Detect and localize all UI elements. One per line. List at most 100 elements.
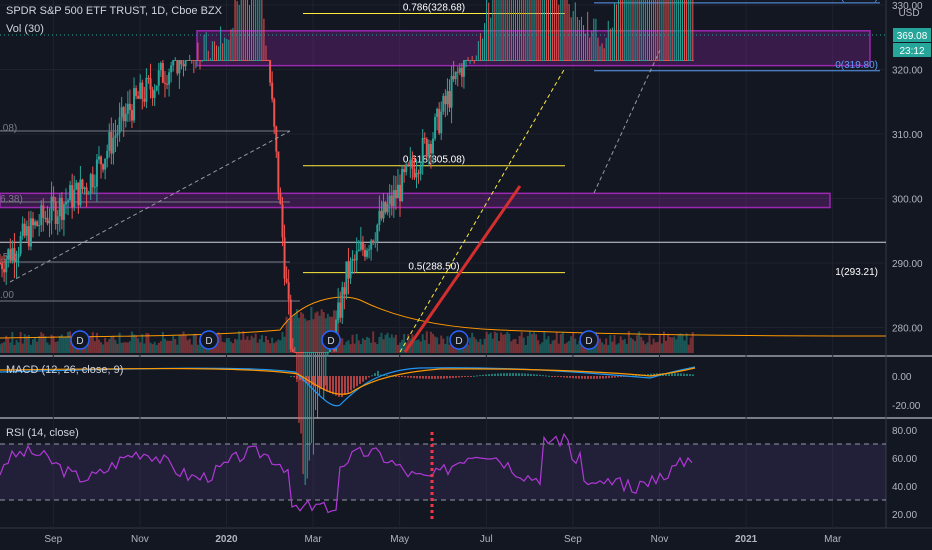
dividend-marker-circle[interactable]	[449, 330, 469, 350]
candle-body	[578, 60, 581, 61]
candle-body	[199, 60, 202, 61]
candle-body	[126, 103, 129, 114]
candle-body	[520, 60, 523, 61]
macd-histogram-bar	[686, 373, 688, 376]
candle-body	[339, 302, 342, 318]
macd-histogram-bar	[674, 373, 676, 376]
candle-body	[469, 60, 472, 61]
volume-bar	[128, 341, 131, 353]
trendline-red[interactable]	[403, 185, 522, 353]
candle-body	[297, 352, 300, 353]
rsi-band-background	[0, 444, 886, 500]
volume-bar	[351, 334, 354, 353]
macd-histogram-bar	[650, 373, 652, 376]
candle-body	[522, 60, 525, 61]
dividend-marker-circle[interactable]	[199, 330, 219, 350]
price-zone-rect[interactable]	[196, 30, 871, 67]
volume-bar	[615, 344, 618, 353]
macd-title[interactable]: MACD (12, 26, close, 9)	[6, 364, 123, 376]
fib-level-label: 0.5(288.50)	[408, 262, 459, 273]
volume-bar	[27, 334, 30, 353]
price-zone-rect[interactable]	[0, 192, 831, 209]
candle-body	[190, 60, 193, 61]
candle-body	[279, 192, 282, 205]
volume-bar	[535, 334, 538, 353]
volume-bar	[634, 341, 637, 353]
volume-bar	[572, 332, 575, 353]
macd-histogram-bar	[509, 373, 511, 376]
volume-bar	[135, 335, 138, 353]
fib-retracement-left[interactable]: 1(358.74)0.786(328.68)0.618(305.08)0.5(2…	[0, 0, 886, 302]
candle-body	[29, 218, 32, 247]
candle-body	[636, 60, 639, 61]
volume-bar	[487, 334, 490, 353]
volume-bar	[464, 343, 467, 353]
rectangle-zones[interactable]	[0, 0, 871, 209]
candle-body	[60, 197, 63, 220]
volume-bar	[161, 331, 164, 353]
candle-body	[601, 60, 604, 61]
volume-bar	[650, 344, 653, 353]
volume-bar	[143, 343, 146, 353]
candle-body	[508, 60, 511, 61]
macd-histogram-bar	[377, 370, 379, 376]
candle-body	[110, 131, 113, 154]
overlay-lines[interactable]	[9, 49, 661, 353]
dividend-marker-circle[interactable]	[70, 330, 90, 350]
volume-bar	[100, 342, 103, 353]
candle-body	[236, 60, 239, 61]
candle-body	[450, 75, 453, 108]
rsi-line	[0, 432, 693, 514]
fib-level-label: 0.618(305.08)	[403, 155, 465, 166]
candle-body	[359, 242, 362, 250]
dividend-marker-circle[interactable]	[579, 330, 599, 350]
dividend-marker-label: D	[76, 336, 83, 347]
volume-bar	[159, 341, 162, 353]
macd-histogram-bar	[461, 376, 463, 378]
candle-body	[203, 60, 206, 61]
candle-body	[366, 250, 369, 257]
volume-bar	[252, 337, 255, 353]
volume-bar	[168, 340, 171, 353]
volume-bar	[281, 331, 284, 353]
volume-bar	[227, 337, 230, 353]
candle-body	[559, 60, 562, 61]
volume-bar	[683, 340, 686, 353]
volume-bar	[91, 332, 94, 353]
candle-body	[380, 210, 383, 219]
fib-diagonal-right[interactable]	[593, 49, 661, 194]
volume-bar	[343, 344, 346, 353]
candle-body	[157, 70, 160, 86]
volume-bar	[62, 336, 65, 353]
macd-histogram-bar	[545, 375, 547, 377]
candle-body	[419, 166, 422, 174]
volume-bar	[495, 332, 498, 353]
cut-level-label: .56)	[0, 252, 17, 263]
volume-bar	[104, 337, 107, 353]
volume-bar	[95, 332, 98, 353]
candle-body	[415, 172, 418, 178]
volume-bar	[236, 339, 239, 353]
volume-label[interactable]: Vol (30)	[6, 23, 44, 35]
candle-body	[646, 60, 649, 61]
rsi-title[interactable]: RSI (14, close)	[6, 427, 79, 439]
candle-body	[467, 60, 470, 61]
volume-bar	[543, 331, 546, 353]
candle-body	[252, 60, 255, 61]
volume-ma-line	[0, 296, 887, 339]
candle-body	[262, 60, 265, 61]
candle-body	[638, 60, 641, 61]
candle-body	[283, 237, 286, 279]
volume-bar	[87, 343, 90, 353]
candle-body	[9, 249, 12, 261]
support-level-label[interactable]: 1(293.21)	[835, 267, 878, 278]
macd-histogram-bar	[422, 376, 424, 379]
candle-body	[667, 60, 670, 61]
symbol-title[interactable]: SPDR S&P 500 ETF TRUST, 1D, Cboe BZX	[6, 5, 223, 17]
fib-diagonal-left[interactable]	[399, 67, 566, 353]
dividend-marker-circle[interactable]	[321, 330, 341, 350]
volume-bar	[17, 342, 20, 353]
macd-histogram-bar	[308, 376, 310, 384]
